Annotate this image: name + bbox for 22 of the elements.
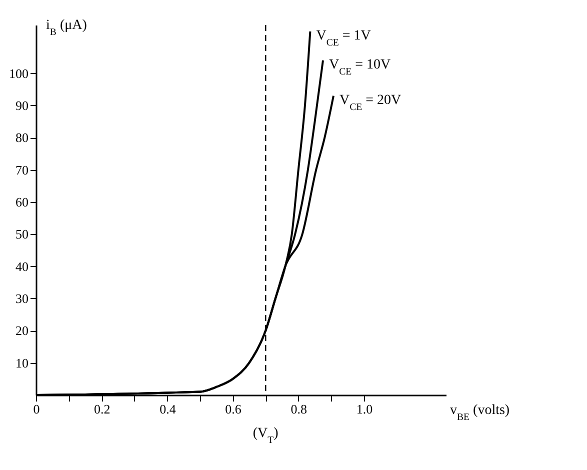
y-tick-label: 40 bbox=[16, 258, 28, 274]
x-tick-label: 0 bbox=[33, 402, 40, 416]
ref-line-label: (V$_{T}$) bbox=[252, 426, 279, 446]
y-tick-label: 60 bbox=[16, 194, 28, 210]
y-tick-label: 80 bbox=[16, 130, 28, 146]
x-tick-label: 0.6 bbox=[225, 402, 242, 416]
series-label: V$_{CE}$ = 10V bbox=[329, 57, 391, 77]
series-label: V$_{CE}$ = 20V bbox=[339, 92, 402, 112]
x-axis-title: v$_{BE}$ (volts) bbox=[450, 403, 510, 422]
y-tick-label: 20 bbox=[16, 323, 28, 338]
x-tick-label: 0.4 bbox=[160, 402, 176, 416]
series-label: V$_{CE}$ = 1V bbox=[316, 28, 371, 48]
y-tick-label: 100 bbox=[9, 66, 28, 81]
y-axis-title: i$_{B}$ (μA) bbox=[46, 18, 88, 38]
y-tick-label: 30 bbox=[16, 290, 28, 306]
y-tick-label: 50 bbox=[16, 226, 28, 242]
x-tick-label: 1.0 bbox=[356, 402, 373, 416]
y-tick-label: 10 bbox=[16, 355, 28, 370]
y-tick-label: 70 bbox=[16, 162, 28, 178]
x-tick-label: 0.8 bbox=[290, 402, 308, 416]
x-tick-label: 0.2 bbox=[94, 402, 110, 416]
y-tick-label: 90 bbox=[16, 98, 28, 113]
